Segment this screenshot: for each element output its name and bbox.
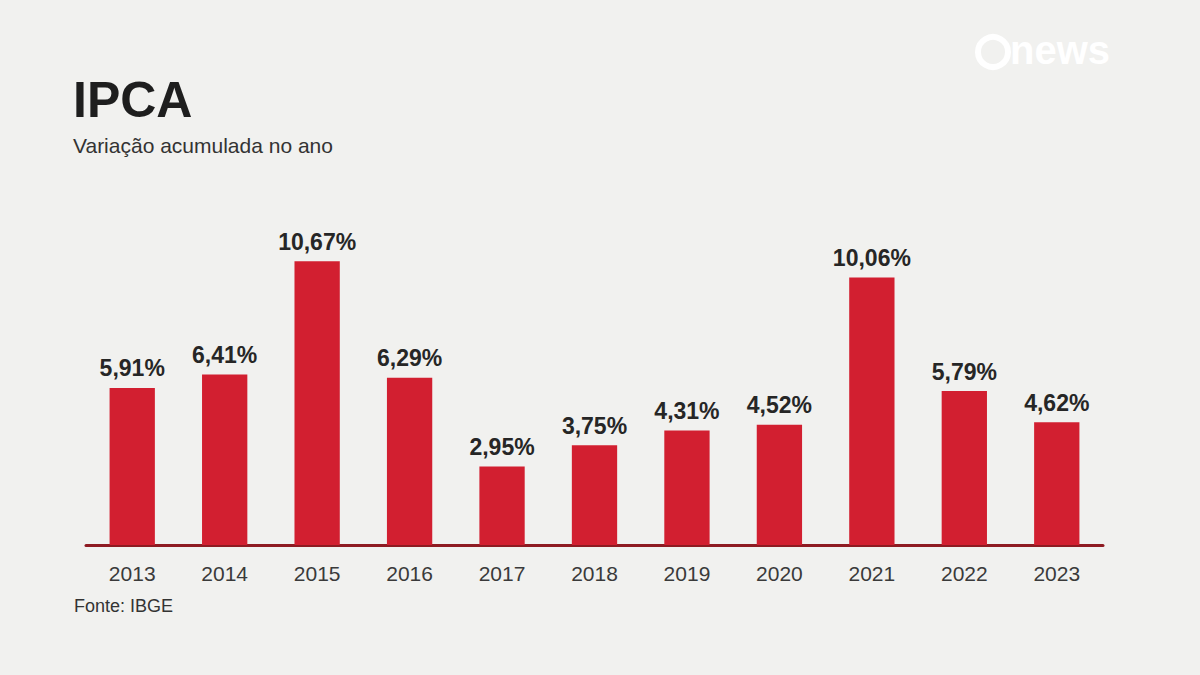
svg-text:6,29%: 6,29% [377,345,442,371]
svg-text:5,91%: 5,91% [100,355,165,381]
svg-text:2016: 2016 [386,562,433,585]
svg-text:4,62%: 4,62% [1024,390,1089,416]
svg-text:10,67%: 10,67% [278,229,356,255]
svg-text:2,95%: 2,95% [469,434,534,460]
svg-text:news: news [1010,28,1110,72]
svg-text:2014: 2014 [201,562,248,585]
svg-text:2015: 2015 [294,562,341,585]
svg-text:Variação acumulada no ano: Variação acumulada no ano [73,134,333,157]
svg-text:2017: 2017 [479,562,526,585]
svg-text:2013: 2013 [109,562,156,585]
svg-text:4,31%: 4,31% [654,398,719,424]
svg-text:4,52%: 4,52% [747,392,812,418]
svg-text:IPCA: IPCA [73,72,192,128]
svg-text:3,75%: 3,75% [562,413,627,439]
svg-text:5,79%: 5,79% [932,359,997,385]
svg-text:Fonte: IBGE: Fonte: IBGE [74,596,173,616]
svg-text:2021: 2021 [849,562,896,585]
svg-text:2020: 2020 [756,562,803,585]
svg-text:2019: 2019 [664,562,711,585]
svg-text:10,06%: 10,06% [833,245,911,271]
svg-text:6,41%: 6,41% [192,342,257,368]
svg-text:2022: 2022 [941,562,988,585]
svg-text:2023: 2023 [1033,562,1080,585]
svg-text:2018: 2018 [571,562,618,585]
